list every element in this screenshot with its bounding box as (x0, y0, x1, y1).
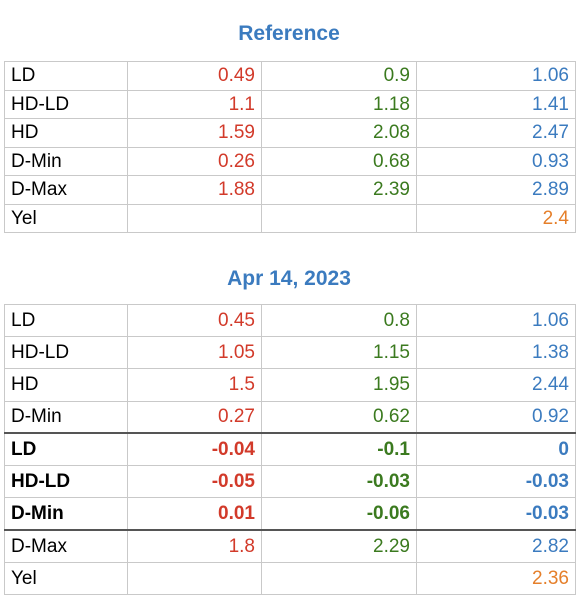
table-row: D-Max 1.8 2.29 2.82 (4, 529, 576, 563)
value-cell-1: -0.05 (127, 464, 262, 499)
row-label: HD-LD (4, 89, 128, 119)
row-label: HD-LD (4, 336, 128, 370)
table-row: HD-LD 1.05 1.15 1.38 (4, 336, 576, 370)
value-cell-2 (261, 561, 417, 595)
value-cell-1: 0.27 (127, 400, 262, 434)
value-cell-2: 1.95 (261, 368, 417, 402)
row-label: D-Max (4, 175, 128, 205)
value-cell-2: 0.68 (261, 146, 417, 176)
row-label: LD (4, 432, 128, 466)
measurement-table: LD 0.45 0.8 1.06 HD-LD 1.05 1.15 1.38 HD… (4, 303, 576, 595)
table-row: LD 0.45 0.8 1.06 (4, 303, 576, 338)
value-cell-2: 0.62 (261, 400, 417, 434)
value-cell-1: 0.49 (127, 61, 262, 91)
row-label: D-Max (4, 529, 128, 563)
value-cell-1: 1.88 (127, 175, 262, 205)
difference-row: HD-LD -0.05 -0.03 -0.03 (4, 464, 576, 499)
table-row: D-Max 1.88 2.39 2.89 (4, 175, 576, 205)
row-label: D-Min (4, 400, 128, 434)
value-cell-1: 1.59 (127, 118, 262, 148)
value-cell-3: -0.03 (416, 464, 576, 499)
row-label: HD (4, 118, 128, 148)
value-cell-2: -0.06 (261, 497, 417, 531)
row-label: D-Min (4, 146, 128, 176)
value-cell-3: 2.89 (416, 175, 576, 205)
row-label: HD (4, 368, 128, 402)
value-cell-3: 0.92 (416, 400, 576, 434)
value-cell-2: 2.08 (261, 118, 417, 148)
value-cell-1: -0.04 (127, 432, 262, 466)
row-label: Yel (4, 561, 128, 595)
table-row: Yel 2.4 (4, 203, 576, 233)
row-label: D-Min (4, 497, 128, 531)
value-cell-3: 2.47 (416, 118, 576, 148)
measurement-date-title: Apr 14, 2023 (227, 267, 351, 290)
value-cell-3: 1.06 (416, 61, 576, 91)
row-label: LD (4, 303, 128, 338)
value-cell-1: 1.8 (127, 529, 262, 563)
value-cell-3: 1.38 (416, 336, 576, 370)
value-cell-2: 1.15 (261, 336, 417, 370)
value-cell-2: 0.8 (261, 303, 417, 338)
value-cell-2: -0.03 (261, 464, 417, 499)
value-cell-3: 2.36 (416, 561, 576, 595)
value-cell-1: 0.01 (127, 497, 262, 531)
value-cell-3: 2.4 (416, 203, 576, 233)
value-cell-2: 1.18 (261, 89, 417, 119)
row-label: LD (4, 61, 128, 91)
value-cell-1: 0.26 (127, 146, 262, 176)
value-cell-3: 2.44 (416, 368, 576, 402)
value-cell-2 (261, 203, 417, 233)
value-cell-1 (127, 561, 262, 595)
value-cell-2: -0.1 (261, 432, 417, 466)
reference-title: Reference (238, 22, 340, 45)
table-row: HD 1.5 1.95 2.44 (4, 368, 576, 402)
value-cell-3: -0.03 (416, 497, 576, 531)
value-cell-3: 1.06 (416, 303, 576, 338)
row-label: HD-LD (4, 464, 128, 499)
value-cell-3: 2.82 (416, 529, 576, 563)
value-cell-3: 0.93 (416, 146, 576, 176)
difference-row: D-Min 0.01 -0.06 -0.03 (4, 497, 576, 531)
value-cell-2: 0.9 (261, 61, 417, 91)
table-row: D-Min 0.27 0.62 0.92 (4, 400, 576, 434)
value-cell-1: 0.45 (127, 303, 262, 338)
table-row: LD 0.49 0.9 1.06 (4, 61, 576, 91)
difference-row: LD -0.04 -0.1 0 (4, 432, 576, 466)
table-row: HD 1.59 2.08 2.47 (4, 118, 576, 148)
table-row: D-Min 0.26 0.68 0.93 (4, 146, 576, 176)
value-cell-2: 2.39 (261, 175, 417, 205)
value-cell-3: 1.41 (416, 89, 576, 119)
table-row: Yel 2.36 (4, 561, 576, 595)
value-cell-2: 2.29 (261, 529, 417, 563)
value-cell-1: 1.5 (127, 368, 262, 402)
reference-table: LD 0.49 0.9 1.06 HD-LD 1.1 1.18 1.41 HD … (4, 61, 576, 233)
value-cell-1 (127, 203, 262, 233)
value-cell-1: 1.1 (127, 89, 262, 119)
table-row: HD-LD 1.1 1.18 1.41 (4, 89, 576, 119)
value-cell-3: 0 (416, 432, 576, 466)
row-label: Yel (4, 203, 128, 233)
value-cell-1: 1.05 (127, 336, 262, 370)
